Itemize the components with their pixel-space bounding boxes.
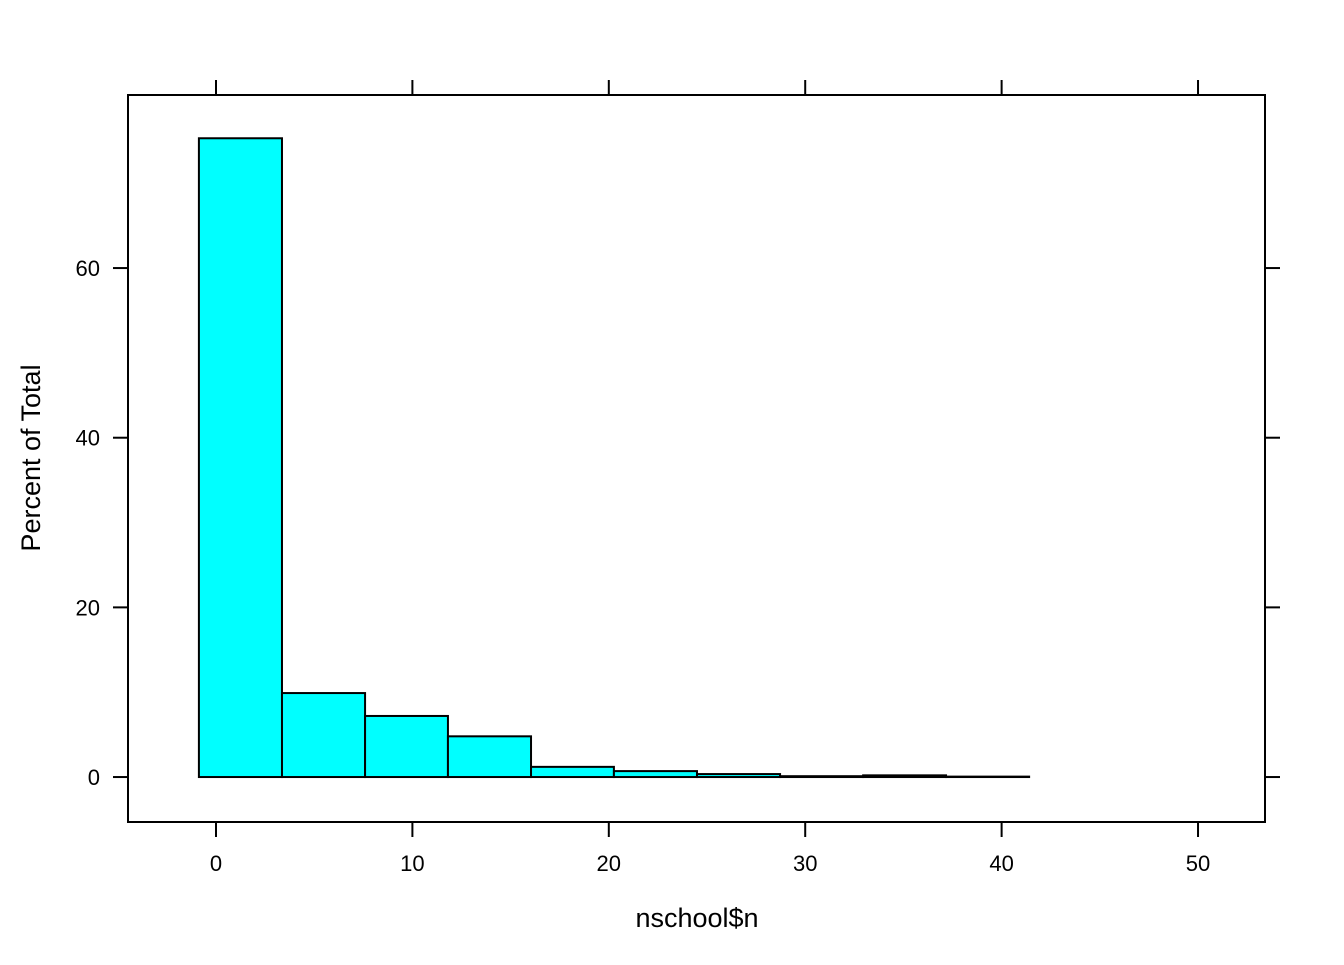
- x-tick-label: 0: [210, 851, 222, 876]
- y-tick-label: 40: [76, 426, 100, 451]
- y-tick-label: 20: [76, 595, 100, 620]
- bar: [282, 693, 365, 777]
- y-tick-label: 0: [88, 765, 100, 790]
- y-tick-label: 60: [76, 256, 100, 281]
- bar: [863, 775, 946, 777]
- bar: [448, 736, 531, 777]
- x-tick-label: 40: [989, 851, 1013, 876]
- bar: [531, 767, 614, 777]
- bar: [365, 716, 448, 777]
- bar: [199, 138, 282, 777]
- x-tick-label: 20: [597, 851, 621, 876]
- x-tick-label: 10: [400, 851, 424, 876]
- y-axis-label: Percent of Total: [16, 364, 46, 551]
- bar: [780, 776, 863, 777]
- bar: [614, 771, 697, 777]
- x-axis-label: nschool$n: [635, 903, 758, 933]
- bar: [697, 774, 780, 777]
- x-tick-label: 50: [1186, 851, 1210, 876]
- x-tick-label: 30: [793, 851, 817, 876]
